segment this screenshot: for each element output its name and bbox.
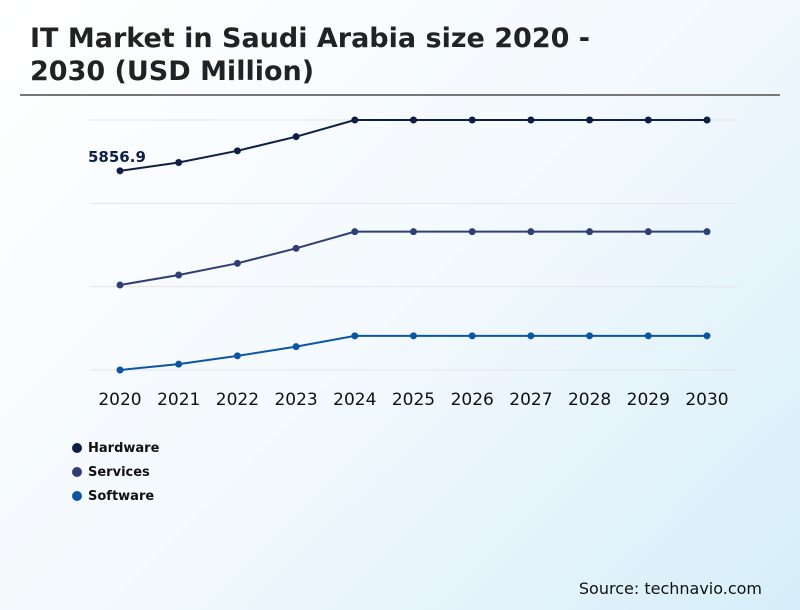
legend-label: Hardware — [88, 440, 160, 456]
series-line-services — [119, 230, 707, 286]
legend-item-services: Services — [72, 460, 159, 484]
data-point — [586, 228, 594, 236]
data-point — [644, 116, 652, 124]
x-tick-label: 2029 — [627, 390, 670, 410]
series-line-software — [119, 334, 707, 371]
legend-marker — [72, 467, 82, 477]
legend-item-hardware: Hardware — [72, 436, 159, 460]
data-point — [292, 133, 300, 141]
data-point — [703, 228, 711, 236]
data-point — [586, 332, 594, 340]
data-point — [116, 167, 124, 175]
legend-label: Software — [88, 488, 155, 504]
data-point — [644, 228, 652, 236]
chart-title: IT Market in Saudi Arabia size 2020 - 20… — [30, 23, 590, 87]
data-point — [703, 332, 711, 340]
legend-item-software: Software — [72, 484, 159, 508]
data-point — [116, 281, 124, 289]
legend: Hardware Services Software — [72, 436, 159, 508]
data-point — [233, 352, 241, 360]
data-point — [351, 116, 359, 124]
data-point — [175, 159, 183, 166]
x-tick-label: 2023 — [274, 390, 317, 410]
data-point — [410, 228, 417, 236]
x-tick-label: 2020 — [98, 390, 141, 410]
data-point — [410, 332, 417, 340]
x-tick-label: 2026 — [451, 390, 494, 410]
source-credit: Source: technavio.com — [578, 579, 762, 598]
data-point — [586, 116, 594, 124]
x-tick-label: 2030 — [685, 390, 728, 410]
series-line-hardware — [119, 119, 707, 172]
data-point — [116, 366, 124, 374]
data-point — [527, 332, 535, 340]
x-tick-label: 2025 — [392, 390, 435, 410]
x-tick-label: 2021 — [157, 390, 200, 410]
data-point — [175, 271, 183, 279]
title-divider — [20, 94, 780, 96]
data-point — [175, 360, 183, 368]
data-point — [233, 259, 241, 267]
x-tick-label: 2024 — [333, 390, 376, 410]
x-tick-label: 2027 — [509, 390, 552, 410]
data-point — [468, 332, 476, 340]
data-point — [468, 228, 476, 236]
data-point — [703, 116, 711, 124]
data-point — [527, 116, 535, 124]
data-label: 5856.9 — [88, 148, 146, 166]
data-point — [351, 332, 359, 340]
legend-marker — [72, 491, 82, 501]
x-tick-label: 2028 — [568, 390, 611, 410]
data-point — [527, 228, 535, 236]
data-point — [644, 332, 652, 340]
x-tick-label: 2022 — [216, 390, 259, 410]
data-point — [351, 228, 359, 236]
legend-marker — [72, 443, 82, 453]
data-point — [292, 343, 300, 351]
legend-label: Services — [88, 464, 150, 480]
data-point — [468, 116, 476, 124]
data-point — [410, 116, 417, 124]
data-point — [233, 147, 241, 155]
data-point — [292, 244, 300, 252]
